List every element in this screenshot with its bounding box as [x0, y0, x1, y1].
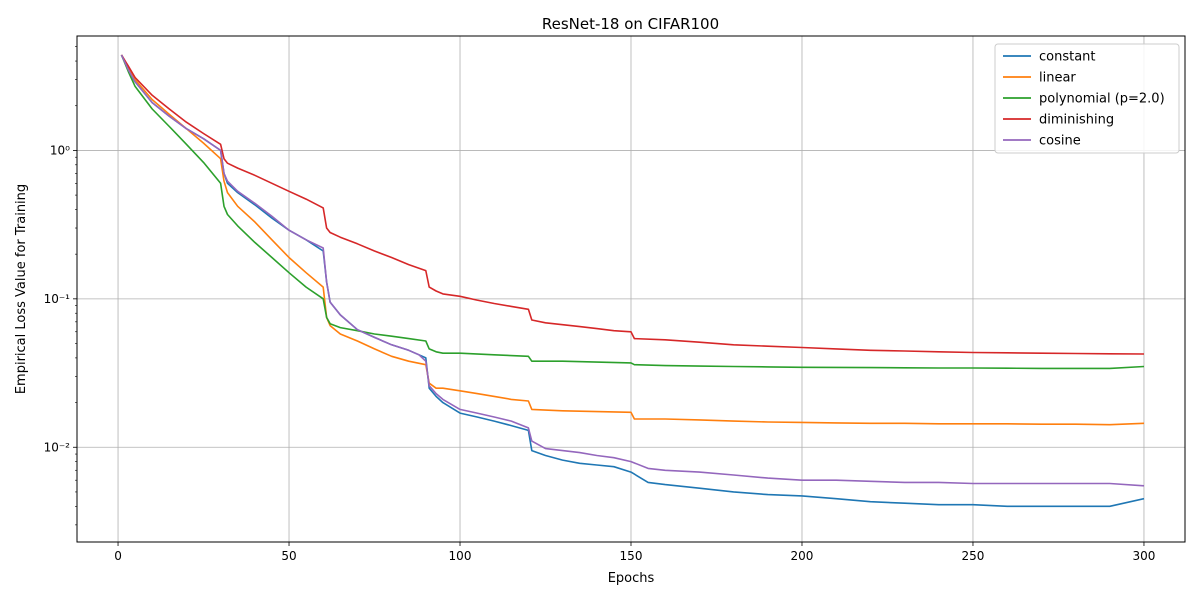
- legend-label: constant: [1039, 50, 1096, 65]
- chart-title: ResNet-18 on CIFAR100: [542, 15, 719, 33]
- y-tick-label: 10⁻²: [44, 440, 71, 454]
- legend-label: cosine: [1039, 134, 1081, 149]
- series-line-cosine: [120, 54, 1145, 487]
- legend-label: diminishing: [1039, 113, 1114, 128]
- legend-box: [994, 43, 1180, 154]
- y-axis-label: Empirical Loss Value for Training: [14, 184, 29, 394]
- legend-label: linear: [1039, 71, 1076, 86]
- x-tick-label: 300: [1133, 549, 1156, 563]
- x-tick-label: 200: [791, 549, 814, 563]
- x-tick-label: 100: [449, 549, 472, 563]
- legend-label: polynomial (p=2.0): [1039, 92, 1165, 107]
- series-line-diminishing: [120, 54, 1145, 355]
- series-group: [120, 54, 1145, 508]
- y-tick-label: 10⁰: [50, 143, 70, 157]
- y-tick-label: 10⁻¹: [44, 292, 71, 306]
- x-tick-label: 150: [620, 549, 643, 563]
- series-line-constant: [120, 54, 1145, 508]
- x-tick-label: 250: [962, 549, 985, 563]
- legend: constant linear polynomial (p=2.0) diminish…: [994, 43, 1180, 154]
- series-line-polynomial-p-2-0-: [120, 54, 1145, 370]
- x-tick-label: 50: [281, 549, 296, 563]
- x-axis-label: Epochs: [608, 571, 655, 586]
- axis-ticks: 0 50 100 150 200 250 300 10⁻² 10⁻¹ 10⁰: [44, 46, 1156, 563]
- x-tick-label: 0: [114, 549, 122, 563]
- plot-frame: [76, 35, 1186, 543]
- series-line-linear: [120, 54, 1145, 426]
